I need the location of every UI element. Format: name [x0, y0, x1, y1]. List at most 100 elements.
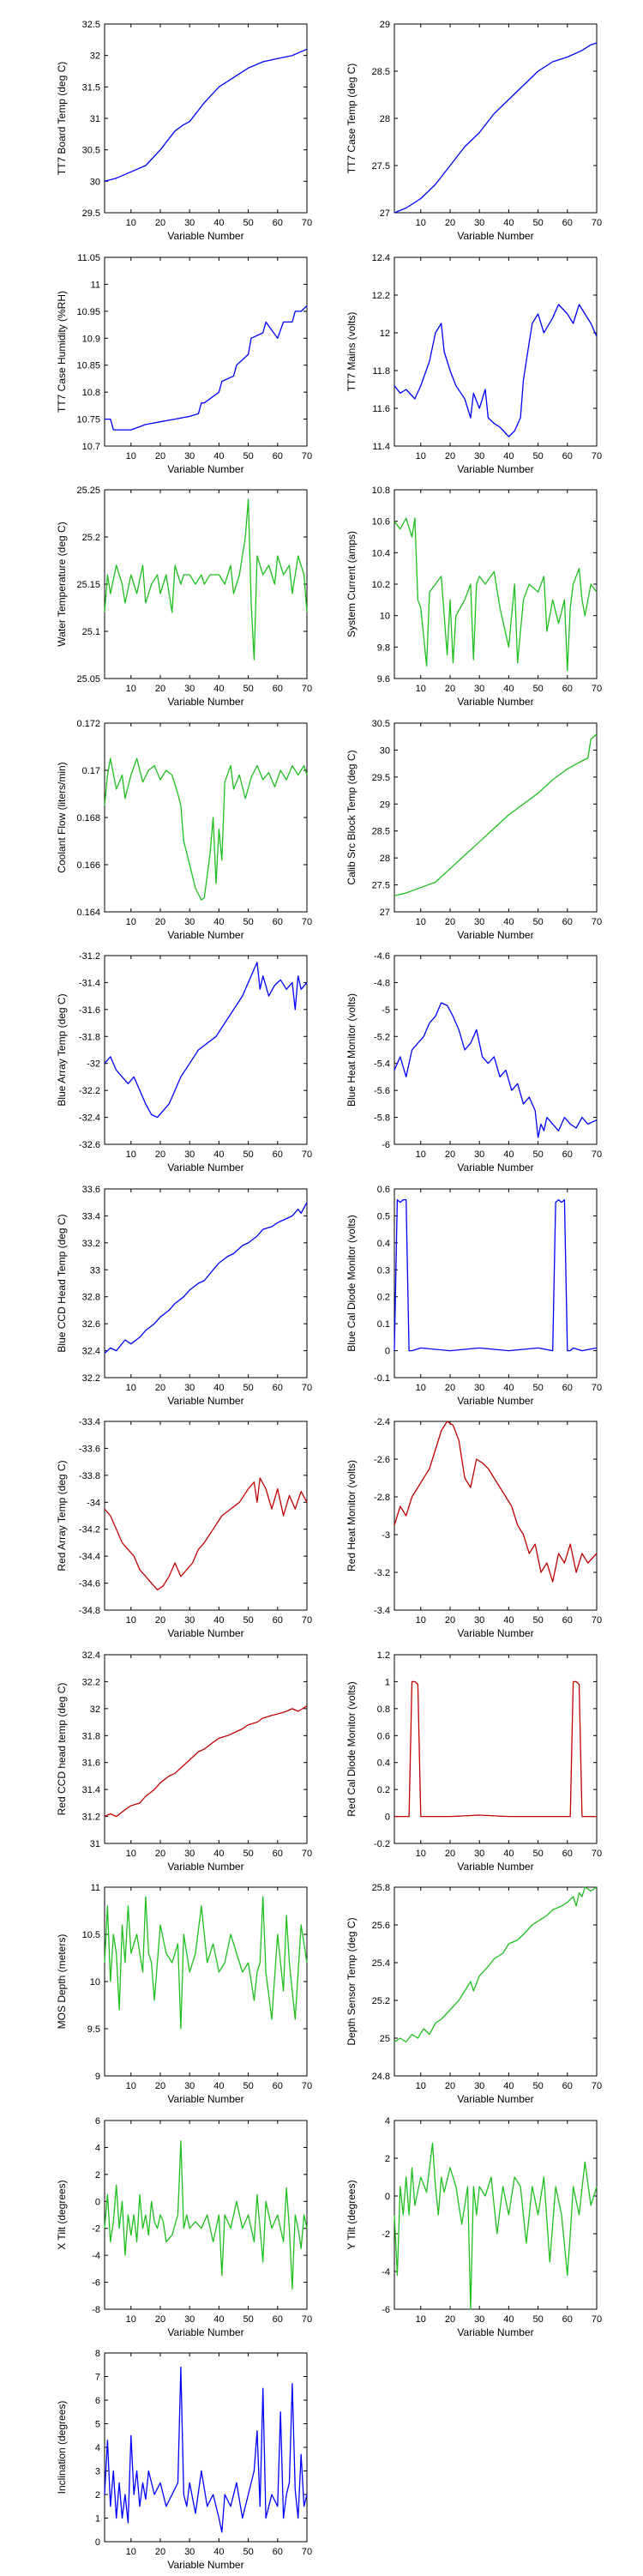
plot-frame [394, 256, 598, 446]
x-tick-label: 10 [126, 451, 136, 462]
x-tick-label: 30 [474, 451, 484, 462]
y-tick-label: -0.1 [374, 1373, 390, 1384]
x-tick-label: 20 [155, 1849, 165, 1859]
y-tick-label: -32.6 [79, 1140, 100, 1150]
x-tick-label: 20 [155, 1383, 165, 1393]
series-line [104, 1201, 308, 1354]
x-axis-label: Variable Number [457, 1861, 533, 1873]
y-tick-label: 0.172 [76, 719, 100, 729]
x-tick-label: 70 [592, 1849, 602, 1859]
y-tick-label: 30 [380, 745, 390, 756]
y-axis-label: Inclination (degrees) [56, 2401, 68, 2495]
y-axis-label: TT7 Case Humidity (%RH) [56, 290, 68, 412]
x-tick-label: 30 [474, 917, 484, 927]
x-tick-label: 50 [243, 1849, 253, 1859]
y-tick-label: -33.6 [79, 1444, 100, 1454]
x-tick-label: 10 [416, 2081, 426, 2091]
y-tick-label: 10.6 [372, 517, 390, 528]
x-tick-label: 60 [273, 2314, 283, 2325]
chart-c2: 27 27.5 28 28.5 29 10 20 30 40 50 60 70 Variable Num… [346, 20, 602, 242]
plot-frame [394, 955, 598, 1145]
x-tick-label: 40 [503, 1383, 514, 1393]
y-tick-label: 7 [95, 2373, 100, 2383]
chart-c14: -3.4 -3.2 -3 -2.8 -2.6 -2.4 10 20 30 40 50 60 70 Vari… [346, 1417, 602, 1639]
x-tick-label: 50 [532, 2314, 543, 2325]
y-axis-label: Depth Sensor Temp (deg C) [346, 1917, 358, 2045]
x-tick-label: 20 [155, 917, 165, 927]
series-line [104, 498, 308, 661]
y-tick-label: 11 [91, 280, 100, 290]
y-tick-label: 32 [90, 51, 100, 62]
y-tick-label: -34.8 [79, 1606, 100, 1616]
x-tick-label: 30 [474, 2081, 484, 2091]
x-tick-label: 20 [155, 684, 165, 694]
x-tick-label: 10 [126, 2081, 136, 2091]
y-tick-label: -4 [382, 2267, 390, 2277]
y-tick-label: 28.5 [372, 826, 390, 836]
x-tick-label: 20 [155, 2081, 165, 2091]
series-line [104, 757, 308, 901]
y-tick-label: -32.4 [79, 1113, 100, 1124]
x-tick-label: 10 [126, 1849, 136, 1859]
chart-c4: 11.4 11.6 11.8 12 12.2 12.4 10 20 30 40 50 60 70 Vari… [346, 253, 602, 475]
y-tick-label: 10.9 [82, 334, 100, 344]
x-tick-label: 60 [273, 451, 283, 462]
x-tick-label: 70 [302, 451, 312, 462]
y-axis-label: Blue Cal Diode Monitor (volts) [346, 1215, 358, 1351]
x-tick-label: 10 [416, 1149, 426, 1160]
x-tick-label: 10 [416, 1615, 426, 1626]
y-tick-label: 31 [90, 114, 100, 124]
x-tick-label: 20 [445, 917, 455, 927]
x-tick-label: 40 [213, 1849, 224, 1859]
y-tick-label: -31.4 [79, 978, 100, 988]
series-line [394, 2142, 598, 2310]
plot-frame [104, 722, 308, 912]
y-tick-label: 5 [95, 2420, 100, 2430]
y-tick-label: -33.8 [79, 1471, 100, 1481]
x-tick-label: 60 [562, 218, 573, 228]
plot-frame [394, 489, 598, 679]
y-tick-label: -31.6 [79, 1005, 100, 1016]
x-tick-label: 60 [562, 684, 573, 694]
chart-c1: 29.5 30 30.5 31 31.5 32 32.5 10 20 30 40 50 60 70 Vari… [56, 20, 312, 242]
x-tick-label: 70 [302, 1383, 312, 1393]
y-tick-label: 25.2 [82, 533, 100, 543]
x-tick-label: 50 [243, 1383, 253, 1393]
y-tick-label: 2 [385, 2154, 390, 2164]
plot-frame [104, 1188, 308, 1378]
y-tick-label: 27.5 [372, 880, 390, 890]
chart-c13: -34.8 -34.6 -34.4 -34.2 -34 -33.8 -33.6 -33.4 10… [56, 1417, 312, 1639]
y-tick-label: -5.6 [374, 1086, 390, 1096]
x-tick-label: 20 [155, 218, 165, 228]
x-tick-label: 70 [592, 1149, 602, 1160]
y-axis-label: Red Cal Diode Monitor (volts) [346, 1681, 358, 1816]
x-tick-label: 50 [532, 684, 543, 694]
y-tick-label: -2.4 [374, 1417, 390, 1427]
x-tick-label: 50 [243, 2081, 253, 2091]
x-tick-label: 40 [213, 1615, 224, 1626]
x-tick-label: 30 [474, 1849, 484, 1859]
y-tick-label: 25.25 [76, 486, 100, 496]
x-tick-label: 60 [273, 684, 283, 694]
x-tick-label: 50 [532, 218, 543, 228]
x-tick-label: 40 [503, 1849, 514, 1859]
x-tick-label: 70 [592, 917, 602, 927]
y-axis-label: Blue Array Temp (deg C) [56, 993, 68, 1106]
x-tick-label: 50 [243, 451, 253, 462]
x-tick-label: 20 [445, 1615, 455, 1626]
y-tick-label: 0.17 [82, 766, 100, 776]
y-tick-label: 4 [385, 2116, 390, 2127]
y-tick-label: 11.05 [77, 253, 100, 263]
series-line [104, 2366, 308, 2533]
y-axis-label: X Tilt (degrees) [56, 2180, 68, 2249]
y-tick-label: -33.4 [79, 1417, 100, 1427]
x-axis-label: Variable Number [457, 463, 533, 475]
x-tick-label: 50 [243, 2547, 253, 2557]
y-tick-label: 25.2 [372, 1996, 390, 2006]
y-axis-label: Red CCD head temp (deg C) [56, 1682, 68, 1815]
y-tick-label: 32.5 [82, 20, 100, 30]
chart-c15: 31 31.2 31.4 31.6 31.8 32 32.2 32.4 10 20 30 40 50 60… [56, 1650, 312, 1873]
x-tick-label: 10 [416, 2314, 426, 2325]
x-axis-label: Variable Number [457, 230, 533, 242]
y-tick-label: 31.5 [82, 82, 100, 93]
